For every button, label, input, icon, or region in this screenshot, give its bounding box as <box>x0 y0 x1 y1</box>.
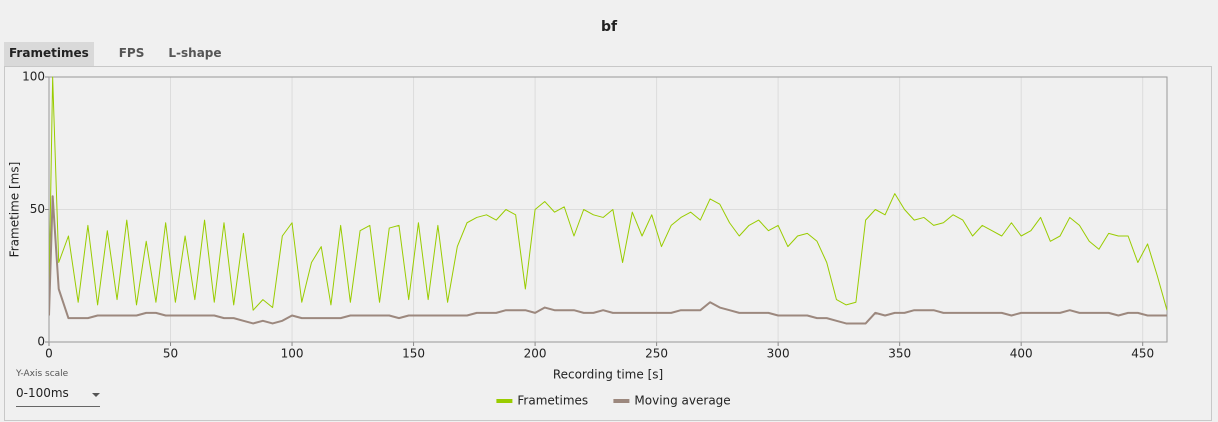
scale-label: Y-Axis scale <box>16 369 69 379</box>
x-tick-label: 250 <box>645 347 668 361</box>
legend-label: Frametimes <box>517 394 588 408</box>
x-tick-label: 300 <box>767 347 790 361</box>
tab[interactable]: FPS <box>118 46 145 60</box>
x-tick-label: 400 <box>1010 347 1033 361</box>
scale-value: 0-100ms <box>16 386 69 400</box>
tab[interactable]: Frametimes <box>4 42 94 66</box>
tab-bar: Frametimes FPS L-shape <box>4 42 241 66</box>
x-axis-label: Recording time [s] <box>553 368 663 382</box>
series-line <box>49 76 1167 311</box>
series-line <box>49 195 1167 325</box>
x-tick-label: 200 <box>524 347 547 361</box>
y-tick-label: 50 <box>30 202 45 216</box>
x-tick-label: 150 <box>402 347 425 361</box>
series-group <box>49 76 1167 325</box>
y-tick-label: 0 <box>37 335 45 349</box>
legend-label: Moving average <box>634 394 730 408</box>
window-title: bf <box>600 19 618 35</box>
x-tick-label: 50 <box>163 347 178 361</box>
x-tick-label: 100 <box>281 347 304 361</box>
y-tick-label: 100 <box>22 70 45 84</box>
x-tick-label: 0 <box>45 347 53 361</box>
x-tick-label: 450 <box>1131 347 1154 361</box>
y-axis-label: Frametime [ms] <box>8 162 22 258</box>
scale-dropdown[interactable]: 0-100ms <box>16 384 100 407</box>
dropdown-arrow <box>92 393 100 397</box>
tab[interactable]: L-shape <box>168 46 222 60</box>
plot-frame <box>48 76 1168 343</box>
x-tick-label: 350 <box>888 347 911 361</box>
